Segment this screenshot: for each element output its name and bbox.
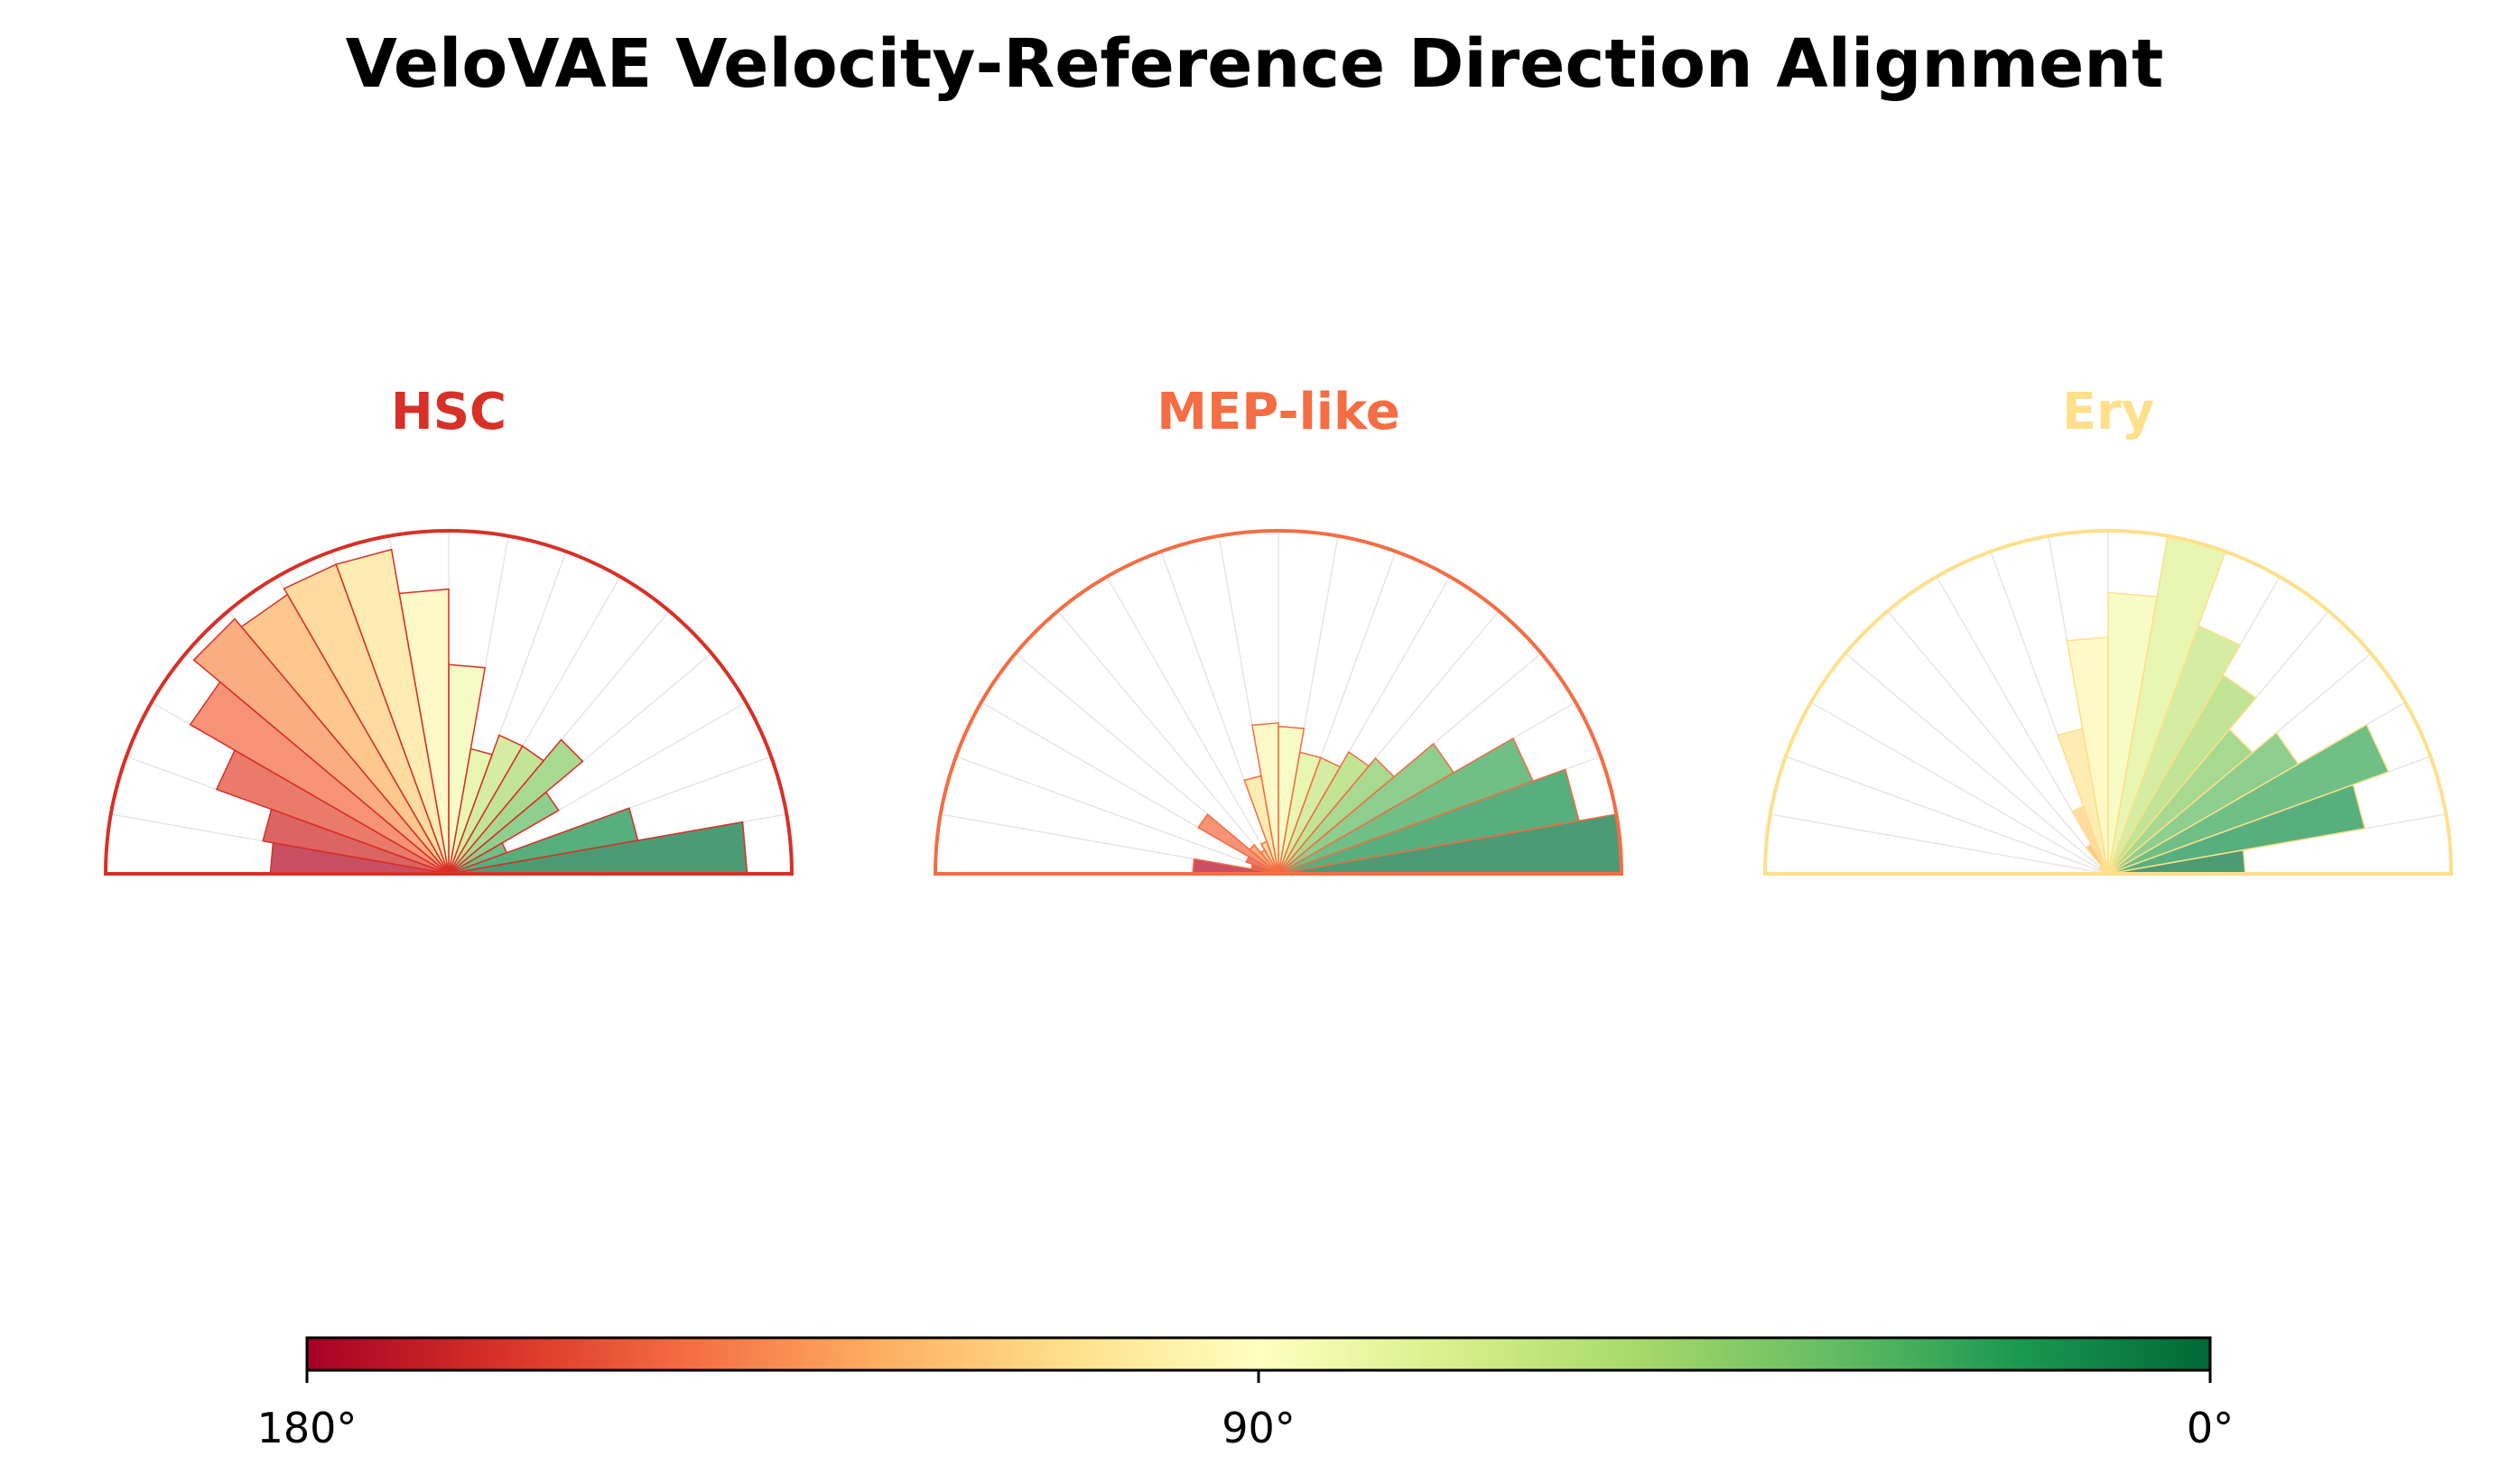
bar-mep-like-145deg <box>1197 812 1279 875</box>
grid-line <box>1770 813 2109 875</box>
colorbar-tick-label-0: 0° <box>2187 1404 2234 1452</box>
grid-line <box>1887 610 2109 875</box>
polar-panel-mep-like <box>933 529 1624 876</box>
polar-panel-ery <box>1762 529 2454 876</box>
colorbar-gradient <box>305 1336 2212 1372</box>
polar-panel-hsc <box>103 529 795 876</box>
grid-line <box>1106 576 1279 875</box>
colorbar: 180° 90° 0° <box>257 1336 2234 1452</box>
panel-title-hsc: HSC <box>390 383 507 441</box>
chart-title: VeloVAE Velocity-Reference Direction Ali… <box>345 25 2164 103</box>
panel-title-ery: Ery <box>2061 383 2155 441</box>
colorbar-tick-label-90: 90° <box>1222 1404 1296 1452</box>
grid-line <box>1057 610 1279 875</box>
bar-hsc-15deg <box>448 807 639 875</box>
polar-frame-mep-like <box>933 529 1624 876</box>
colorbar-tick-label-180: 180° <box>257 1404 358 1452</box>
polar-frame-hsc <box>103 529 795 876</box>
panel-title-mep-like: MEP-like <box>1157 383 1400 441</box>
grid-line <box>1810 701 2109 875</box>
polar-panels <box>103 529 2454 876</box>
polar-frame-ery <box>1762 529 2454 876</box>
grid-line <box>1845 653 2109 875</box>
grid-line <box>1785 756 2109 875</box>
grid-line <box>955 756 1279 875</box>
